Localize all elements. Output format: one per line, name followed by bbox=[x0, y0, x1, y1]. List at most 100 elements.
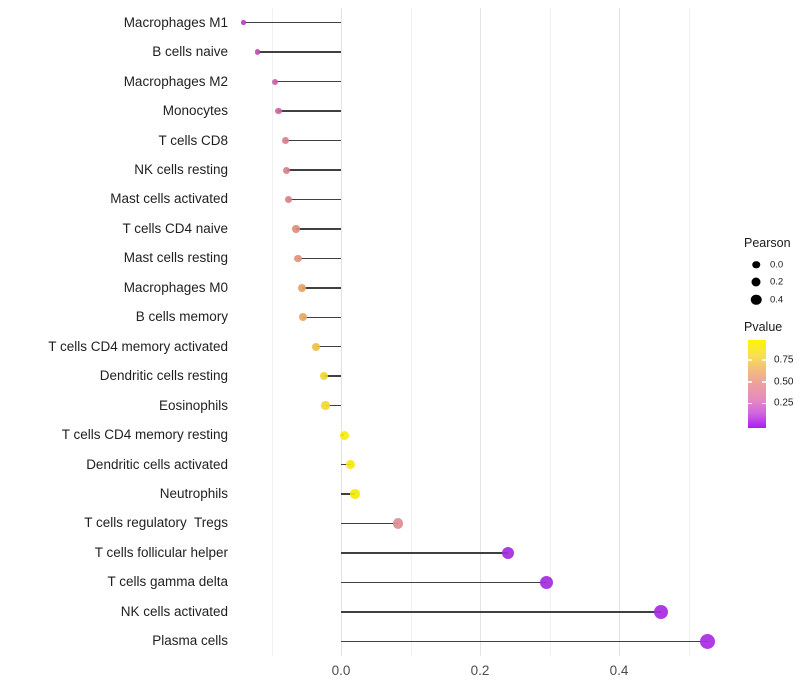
category-label: Dendritic cells resting bbox=[99, 368, 228, 384]
category-label: NK cells activated bbox=[120, 603, 228, 619]
data-point bbox=[339, 430, 349, 440]
lollipop-stem bbox=[295, 228, 341, 230]
legend-pearson-value: 0.4 bbox=[770, 294, 784, 306]
category-label: T cells CD4 memory resting bbox=[61, 427, 228, 443]
data-point bbox=[346, 460, 356, 470]
y-axis-labels: Macrophages M1 B cells naive Macrophages M… bbox=[0, 8, 228, 656]
category-label: B cells naive bbox=[152, 44, 228, 60]
category-label: Macrophages M0 bbox=[123, 279, 228, 295]
data-point bbox=[298, 313, 307, 322]
legend-pearson-dot bbox=[752, 261, 760, 269]
data-point bbox=[292, 225, 300, 233]
data-point bbox=[311, 342, 320, 351]
lollipop-stem bbox=[297, 257, 341, 260]
pvalue-colorbar bbox=[748, 340, 766, 428]
category-label: T cells follicular helper bbox=[94, 544, 228, 560]
legend-pearson-entry: 0.2 bbox=[744, 274, 800, 292]
pvalue-tick-label: 0.25 bbox=[774, 397, 794, 409]
lollipop-stem bbox=[341, 463, 351, 466]
lollipop-stem bbox=[341, 640, 708, 643]
legend-pearson-entry: 0.0 bbox=[744, 256, 800, 274]
data-point bbox=[241, 20, 246, 25]
legend-pearson-title: Pearson bbox=[744, 236, 791, 250]
category-label: Mast cells resting bbox=[123, 250, 228, 266]
lollipop-stem bbox=[243, 21, 341, 24]
lollipop-stem bbox=[286, 169, 341, 171]
data-point bbox=[350, 489, 360, 499]
lollipop-stem bbox=[285, 139, 341, 142]
x-tick-label: 0.0 bbox=[331, 663, 351, 678]
data-point bbox=[283, 166, 291, 174]
pvalue-colorbar-tick bbox=[748, 381, 752, 383]
legend-pvalue-title: Pvalue bbox=[744, 320, 783, 334]
x-tick-label: 0.4 bbox=[609, 663, 629, 678]
data-point bbox=[271, 78, 278, 85]
pvalue-tick-label: 0.75 bbox=[774, 354, 794, 366]
category-label: Macrophages M1 bbox=[123, 14, 228, 30]
minor-gridline bbox=[271, 8, 273, 656]
legend-pvalue: Pvalue 0.75 0.50 0.25 bbox=[744, 320, 800, 428]
major-gridline bbox=[619, 8, 620, 656]
category-label: T cells CD4 naive bbox=[122, 220, 228, 236]
category-label: T cells regulatory Tregs bbox=[84, 515, 228, 531]
lollipop-stem bbox=[315, 345, 341, 348]
pvalue-colorbar-tick bbox=[762, 359, 766, 361]
major-gridline bbox=[341, 8, 342, 656]
legend-pearson: Pearson 0.0 0.2 0.4 bbox=[744, 236, 800, 309]
legend-pearson-entries: 0.0 0.2 0.4 bbox=[744, 256, 800, 309]
lollipop-stem bbox=[324, 375, 341, 377]
data-point bbox=[501, 546, 514, 559]
major-gridline bbox=[480, 8, 481, 656]
data-point bbox=[294, 254, 302, 263]
lollipop-stem bbox=[325, 404, 341, 407]
lollipop-stem bbox=[288, 198, 341, 201]
category-label: Monocytes bbox=[162, 103, 228, 119]
lollipop-stem bbox=[274, 80, 341, 83]
pvalue-colorbar-tick bbox=[762, 381, 766, 383]
category-label: Mast cells activated bbox=[110, 191, 228, 207]
pvalue-colorbar-tick bbox=[762, 402, 766, 405]
data-point bbox=[320, 372, 329, 381]
data-point bbox=[281, 137, 289, 145]
data-point bbox=[700, 633, 716, 649]
pvalue-colorbar-tick bbox=[748, 359, 752, 361]
lollipop-stem bbox=[302, 287, 341, 289]
category-label: T cells CD4 memory activated bbox=[48, 338, 228, 354]
category-label: T cells CD8 bbox=[158, 132, 228, 148]
data-point bbox=[285, 195, 293, 203]
data-point bbox=[653, 604, 668, 619]
minor-gridline bbox=[549, 8, 551, 656]
legend-pearson-dot bbox=[750, 294, 762, 305]
lollipop-stem bbox=[341, 552, 508, 554]
data-point bbox=[275, 107, 282, 115]
x-tick-label: 0.2 bbox=[470, 663, 490, 678]
lollipop-stem bbox=[257, 51, 341, 53]
lollipop-stem bbox=[341, 611, 661, 613]
pvalue-colorbar-wrap: 0.75 0.50 0.25 bbox=[744, 340, 800, 428]
minor-gridline bbox=[688, 8, 690, 656]
lollipop-stem bbox=[341, 493, 355, 495]
category-label: Plasma cells bbox=[152, 633, 228, 649]
category-label: Eosinophils bbox=[158, 397, 228, 413]
data-point bbox=[392, 518, 404, 529]
data-point bbox=[298, 283, 307, 292]
data-point bbox=[321, 401, 330, 410]
pvalue-tick-label: 0.50 bbox=[774, 376, 794, 388]
legend-pearson-dot bbox=[751, 277, 761, 287]
lollipop-stem bbox=[278, 110, 341, 112]
category-label: Macrophages M2 bbox=[123, 73, 228, 89]
legend-pearson-value: 0.2 bbox=[770, 276, 784, 288]
data-point bbox=[254, 49, 261, 55]
legend-pearson-entry: 0.4 bbox=[744, 291, 800, 309]
pvalue-colorbar-tick bbox=[748, 402, 752, 405]
lollipop-stem bbox=[341, 522, 398, 525]
category-label: NK cells resting bbox=[134, 162, 228, 177]
lollipop-stem bbox=[302, 316, 341, 319]
plot-panel bbox=[222, 8, 732, 656]
category-label: Neutrophils bbox=[159, 486, 228, 501]
category-label: T cells gamma delta bbox=[107, 574, 228, 590]
minor-gridline bbox=[410, 8, 412, 656]
category-label: Dendritic cells activated bbox=[86, 456, 228, 472]
category-label: B cells memory bbox=[135, 309, 228, 325]
